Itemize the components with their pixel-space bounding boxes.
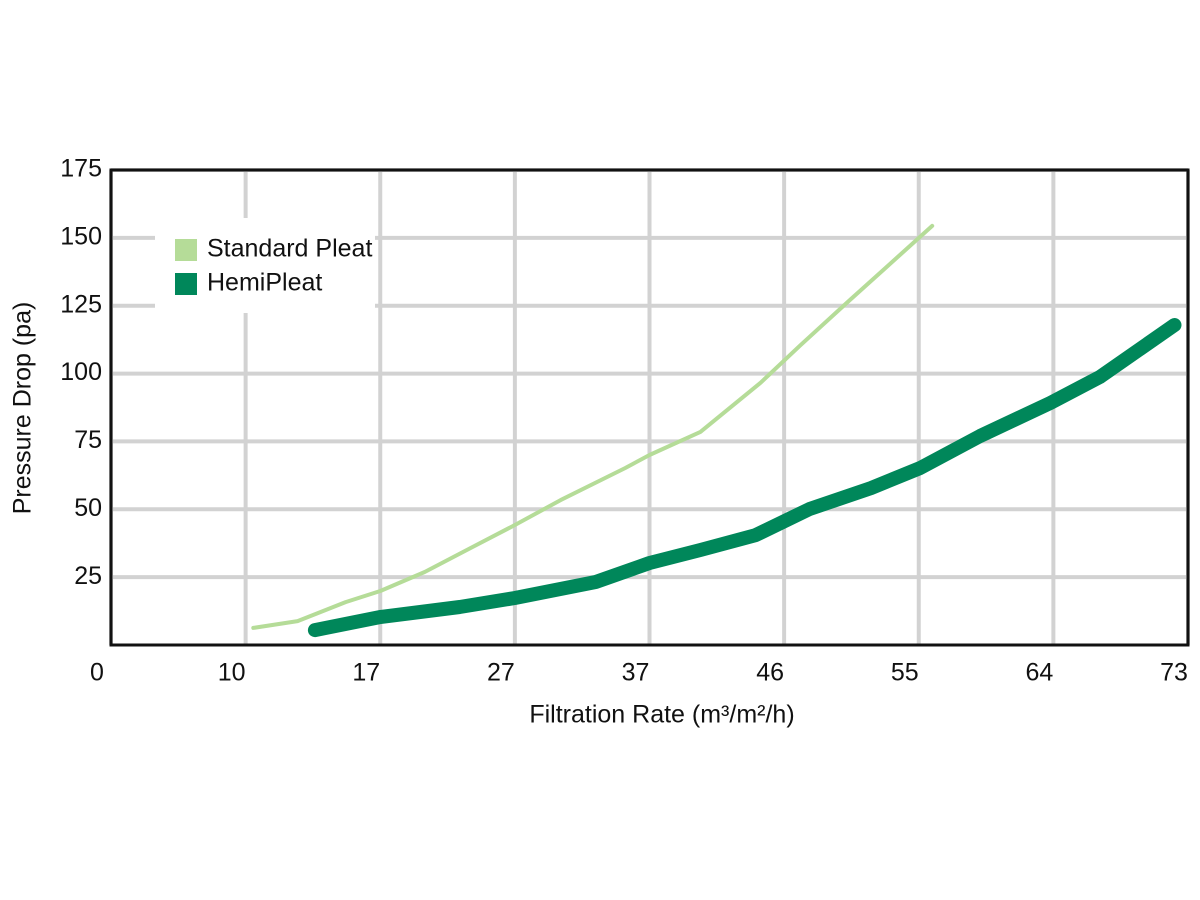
legend-label: Standard Pleat — [207, 235, 372, 263]
y-tick-label: 50 — [74, 494, 102, 522]
legend-box — [155, 218, 375, 313]
y-tick-label: 100 — [60, 358, 102, 386]
y-tick-label: 25 — [74, 562, 102, 590]
x-tick-label: 0 — [90, 659, 104, 687]
x-tick-label: 55 — [891, 659, 919, 687]
legend-label: HemiPleat — [207, 269, 322, 297]
legend: Standard Pleat HemiPleat — [155, 218, 375, 313]
y-tick-label: 150 — [60, 222, 102, 250]
x-tick-label: 46 — [756, 659, 784, 687]
x-tick-label: 10 — [218, 659, 246, 687]
x-tick-label: 73 — [1160, 659, 1188, 687]
legend-swatch — [175, 273, 197, 295]
plot-frame — [109, 168, 1190, 647]
y-tick-label: 175 — [60, 155, 102, 183]
x-tick-label: 64 — [1025, 659, 1053, 687]
x-axis-label: Filtration Rate (m³/m²/h) — [529, 701, 794, 729]
x-tick-label: 17 — [352, 659, 380, 687]
x-tick-label: 37 — [622, 659, 650, 687]
y-tick-label: 75 — [74, 426, 102, 454]
y-tick-label: 125 — [60, 290, 102, 318]
legend-swatch — [175, 239, 197, 261]
data-line — [251, 223, 935, 630]
grid — [109, 168, 1190, 645]
x-tick-label: 27 — [487, 659, 515, 687]
data-line — [307, 318, 1182, 638]
y-axis-label: Pressure Drop (pa) — [9, 302, 37, 515]
